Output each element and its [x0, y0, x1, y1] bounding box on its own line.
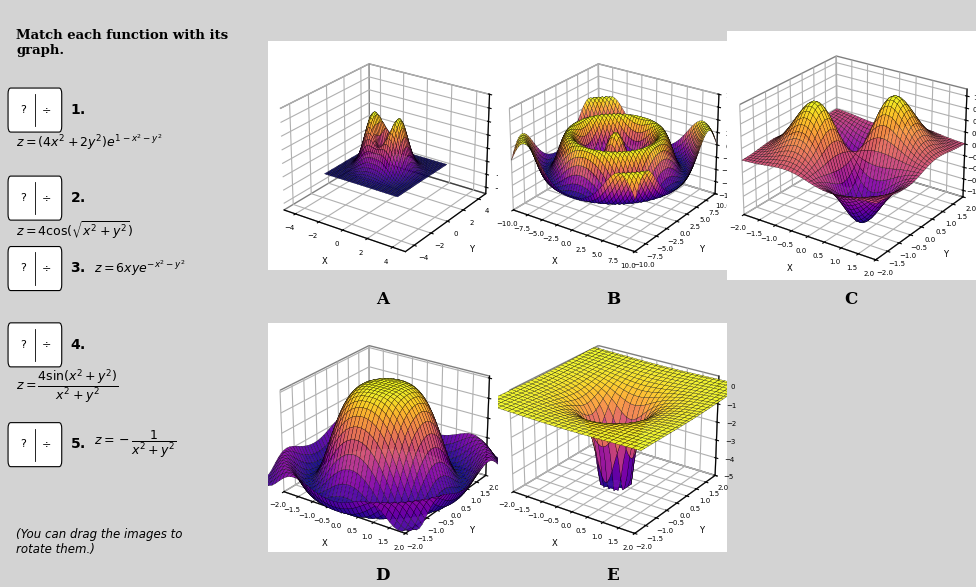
Text: ?: ?	[20, 439, 25, 450]
Text: B: B	[606, 291, 620, 308]
Text: Match each function with its
graph.: Match each function with its graph.	[17, 29, 228, 58]
Y-axis label: Y: Y	[469, 245, 474, 254]
Text: $\mathbf{2.}$: $\mathbf{2.}$	[70, 191, 85, 205]
FancyBboxPatch shape	[8, 88, 61, 132]
FancyBboxPatch shape	[8, 176, 61, 220]
X-axis label: X: X	[551, 539, 557, 548]
Text: ÷: ÷	[42, 104, 52, 115]
FancyBboxPatch shape	[8, 247, 61, 291]
Text: $z = -\dfrac{1}{x^2 + y^2}$: $z = -\dfrac{1}{x^2 + y^2}$	[94, 429, 177, 460]
Text: D: D	[376, 567, 389, 584]
Text: $\mathbf{3.}$: $\mathbf{3.}$	[70, 261, 85, 275]
Text: ?: ?	[20, 339, 25, 350]
Y-axis label: Y: Y	[944, 250, 949, 259]
Text: ÷: ÷	[42, 193, 52, 203]
X-axis label: X: X	[787, 264, 793, 273]
Text: $z = (4x^2 + 2y^2)e^{1-x^2-y^2}$: $z = (4x^2 + 2y^2)e^{1-x^2-y^2}$	[17, 132, 163, 152]
Text: ?: ?	[20, 193, 25, 203]
Text: $z = \dfrac{4\sin(x^2 + y^2)}{x^2 + y^2}$: $z = \dfrac{4\sin(x^2 + y^2)}{x^2 + y^2}…	[17, 367, 119, 404]
Text: $\mathbf{1.}$: $\mathbf{1.}$	[70, 103, 85, 117]
Text: $z = 4\cos(\sqrt{x^2 + y^2})$: $z = 4\cos(\sqrt{x^2 + y^2})$	[17, 220, 134, 242]
X-axis label: X: X	[551, 258, 557, 266]
Y-axis label: Y: Y	[699, 245, 704, 254]
X-axis label: X: X	[322, 258, 328, 266]
X-axis label: X: X	[322, 539, 328, 548]
Text: $z = 6xye^{-x^2-y^2}$: $z = 6xye^{-x^2-y^2}$	[94, 258, 185, 278]
Y-axis label: Y: Y	[469, 527, 474, 535]
FancyBboxPatch shape	[8, 423, 61, 467]
Text: (You can drag the images to
rotate them.): (You can drag the images to rotate them.…	[17, 528, 183, 556]
Text: A: A	[376, 291, 389, 308]
Text: ?: ?	[20, 263, 25, 274]
Text: ÷: ÷	[42, 339, 52, 350]
Text: $\mathbf{4.}$: $\mathbf{4.}$	[70, 338, 85, 352]
Text: E: E	[606, 567, 620, 584]
Text: ÷: ÷	[42, 263, 52, 274]
FancyBboxPatch shape	[8, 323, 61, 367]
Text: ?: ?	[20, 104, 25, 115]
Text: C: C	[844, 291, 858, 308]
Text: $\mathbf{5.}$: $\mathbf{5.}$	[70, 437, 85, 451]
Text: ÷: ÷	[42, 439, 52, 450]
Y-axis label: Y: Y	[699, 527, 704, 535]
